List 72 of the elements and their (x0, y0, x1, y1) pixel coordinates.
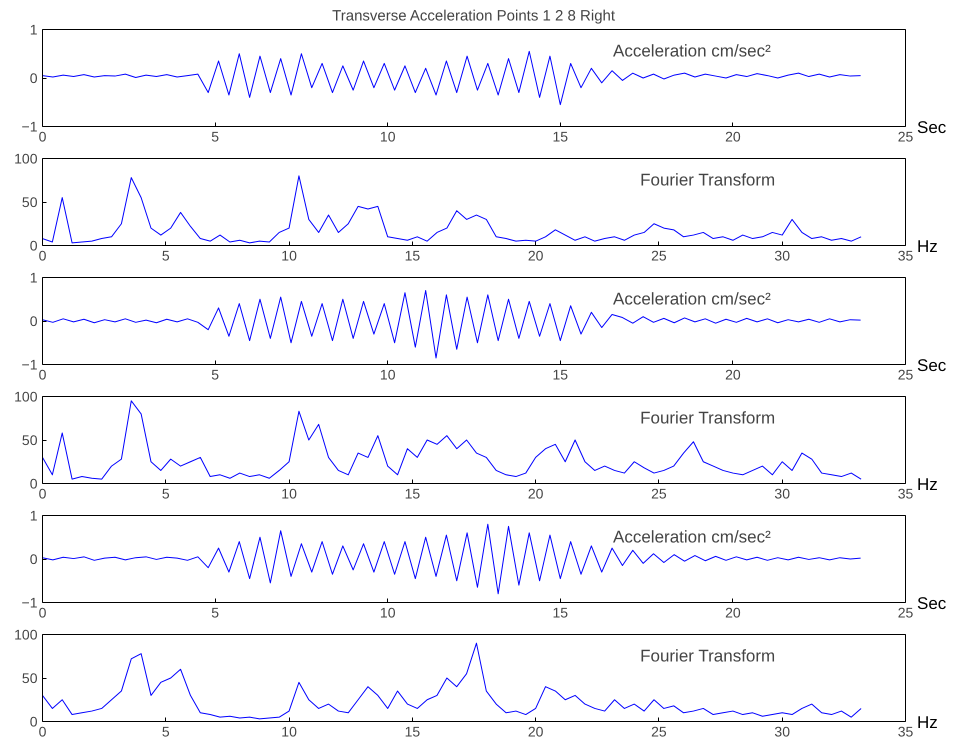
x-tick-label: 10 (380, 128, 396, 144)
y-tick-label: 50 (22, 670, 38, 686)
x-tick-label: 25 (651, 724, 667, 740)
y-tick-label: 0 (30, 714, 38, 730)
x-tick-label: 5 (211, 604, 220, 620)
x-tick-label: 5 (162, 724, 170, 740)
annotation: Fourier Transform (640, 408, 776, 428)
x-tick-label: 35 (898, 486, 914, 502)
x-tick-label: 10 (380, 604, 396, 620)
x-tick-label: 10 (380, 366, 396, 382)
x-tick-label: 5 (162, 248, 170, 264)
x-axis-title: Sec (917, 593, 946, 615)
y-tick-label: 0 (30, 476, 38, 492)
x-axis-title: Hz (917, 474, 938, 496)
y-tick-label: 1 (30, 22, 38, 38)
y-tick-label: 1 (30, 270, 38, 286)
line-series (42, 290, 862, 358)
y-tick-label: 0 (30, 551, 38, 567)
y-tick-label: −1 (22, 356, 38, 372)
x-tick-label: 15 (552, 128, 568, 144)
x-tick-label: 35 (898, 248, 914, 264)
y-tick-label: 0 (30, 238, 38, 254)
x-tick-label: 25 (898, 604, 914, 620)
x-tick-label: 10 (281, 248, 298, 264)
x-axis-title: Sec (917, 117, 946, 139)
x-tick-label: 5 (211, 366, 220, 382)
y-tick-label: −1 (22, 118, 38, 134)
annotation: Acceleration cm/sec² (613, 528, 772, 546)
x-tick-label: 10 (281, 486, 298, 502)
x-tick-label: 15 (404, 486, 420, 502)
annotation: Acceleration cm/sec² (613, 290, 772, 308)
y-tick-label: 0 (30, 313, 38, 329)
x-axis-title: Sec (917, 355, 946, 377)
line-series (42, 524, 862, 594)
x-axis-title: Hz (917, 712, 938, 734)
x-tick-label: 30 (774, 724, 790, 740)
x-axis-title: Hz (917, 236, 938, 258)
chart-title: Transverse Acceleration Points 1 2 8 Right (332, 8, 616, 24)
x-tick-label: 25 (651, 248, 667, 264)
x-tick-label: 15 (552, 604, 568, 620)
x-tick-label: 30 (774, 486, 790, 502)
y-tick-label: 100 (14, 388, 38, 404)
x-tick-label: 35 (898, 724, 914, 740)
x-tick-label: 15 (552, 366, 568, 382)
y-tick-label: −1 (22, 594, 38, 610)
y-tick-label: 50 (22, 194, 38, 210)
x-tick-label: 20 (528, 248, 544, 264)
y-tick-label: 50 (22, 432, 38, 448)
x-tick-label: 30 (774, 248, 790, 264)
y-tick-label: 1 (30, 508, 38, 524)
annotation: Fourier Transform (640, 170, 776, 190)
line-series (42, 400, 862, 480)
x-tick-label: 20 (725, 366, 741, 382)
x-tick-label: 5 (162, 486, 170, 502)
annotation: Fourier Transform (640, 646, 776, 666)
x-tick-label: 20 (528, 486, 544, 502)
line-series (42, 642, 862, 720)
y-tick-label: 0 (30, 70, 38, 86)
x-tick-label: 25 (651, 486, 667, 502)
x-tick-label: 15 (404, 248, 420, 264)
x-tick-label: 25 (898, 128, 914, 144)
x-tick-label: 20 (725, 128, 741, 144)
x-tick-label: 15 (404, 724, 420, 740)
x-tick-label: 20 (725, 604, 741, 620)
line-series (42, 175, 862, 244)
y-tick-label: 100 (14, 626, 38, 642)
x-tick-label: 25 (898, 366, 914, 382)
x-tick-label: 10 (281, 724, 298, 740)
annotation: Acceleration cm/sec² (613, 42, 772, 60)
x-tick-label: 5 (211, 128, 220, 144)
x-tick-label: 20 (528, 724, 544, 740)
y-tick-label: 100 (14, 150, 38, 166)
